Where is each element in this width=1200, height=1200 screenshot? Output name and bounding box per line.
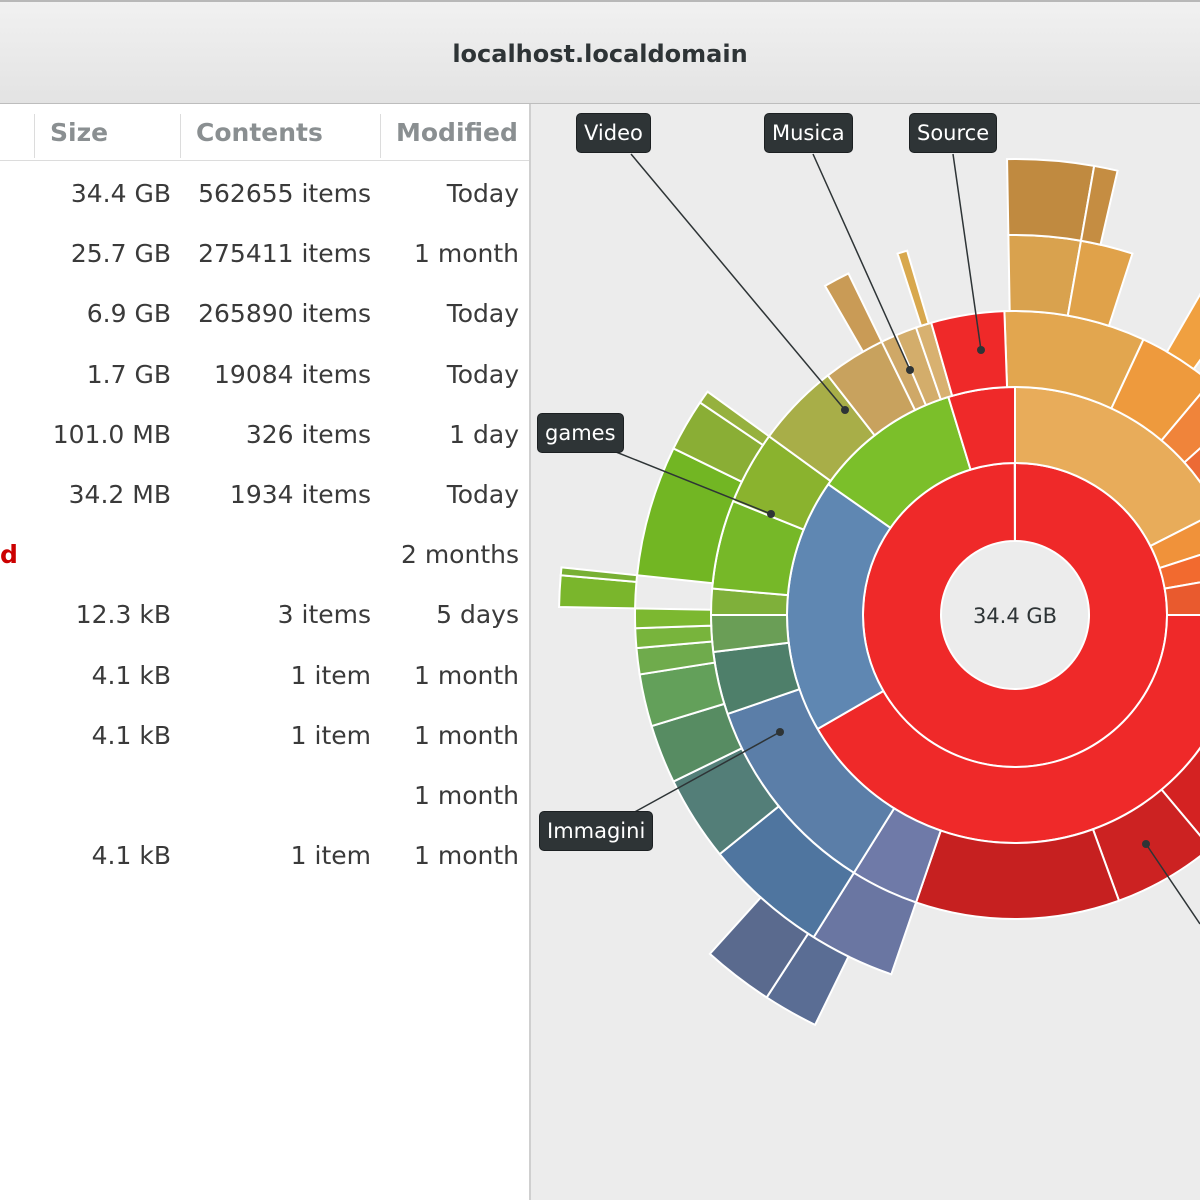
table-row[interactable]: 4.1 kB 1 item 1 month	[0, 841, 529, 901]
row-modified: 1 month	[414, 660, 519, 690]
ring-segment[interactable]	[1006, 158, 1096, 242]
tooltip-musica: Musica	[764, 113, 853, 153]
row-contents: 1934 items	[229, 480, 371, 509]
ring-chart-pane[interactable]: 34.4 GB Video Musica Source games Immagi…	[531, 104, 1200, 1200]
tooltip-anchor-dot	[977, 346, 985, 354]
row-modified: 1 day	[449, 419, 519, 449]
column-header-row: Size Contents Modified	[0, 104, 529, 161]
ring-segment[interactable]	[1183, 412, 1200, 495]
folder-tree-view[interactable]: Size Contents Modified 34.4 GB 562655 ite…	[0, 104, 529, 1200]
leader-line-immagini	[630, 731, 781, 815]
chart-center-total: 34.4 GB	[973, 604, 1057, 628]
ring-segment[interactable]	[1165, 286, 1200, 371]
row-name: d	[0, 540, 18, 570]
ring-segment[interactable]	[708, 895, 810, 999]
tooltip-anchor-dot	[906, 366, 914, 374]
ring-chart[interactable]: 34.4 GB	[531, 104, 1200, 1200]
row-modified: Today	[446, 299, 519, 329]
column-header-size[interactable]: Size	[50, 118, 109, 147]
row-modified: 1 month	[414, 239, 519, 269]
row-size: 4.1 kB	[91, 660, 171, 690]
row-modified: Today	[446, 359, 519, 389]
tooltip-anchor-dot	[1142, 840, 1150, 848]
row-size: 25.7 GB	[70, 239, 171, 269]
row-size: 4.1 kB	[91, 720, 171, 750]
tooltip-immagini: Immagini	[539, 811, 654, 851]
row-size: 34.2 MB	[68, 480, 171, 509]
tooltip-video: Video	[576, 113, 651, 153]
row-size: 12.3 kB	[75, 600, 171, 630]
leader-line-usr	[1145, 843, 1200, 925]
row-modified: Today	[446, 179, 519, 208]
row-modified: 2 months	[400, 540, 519, 570]
table-row[interactable]: 1 month	[0, 781, 529, 841]
leader-line-musica	[812, 153, 911, 371]
column-header-modified[interactable]: Modified	[396, 118, 518, 147]
column-header-contents[interactable]: Contents	[196, 118, 323, 147]
row-modified: 1 month	[414, 720, 519, 750]
row-contents: 1 item	[290, 660, 371, 690]
row-size: 6.9 GB	[86, 299, 171, 329]
tooltip-anchor-dot	[776, 728, 784, 736]
table-row[interactable]: 6.9 GB 265890 items Today	[0, 299, 529, 359]
row-modified: 1 month	[414, 781, 519, 810]
tooltip-games: games	[537, 413, 624, 453]
ring-segment[interactable]	[634, 607, 713, 630]
row-contents: 3 items	[277, 600, 371, 630]
table-row[interactable]: 4.1 kB 1 item 1 month	[0, 661, 529, 721]
ring-segment[interactable]	[914, 827, 1121, 920]
row-contents: 326 items	[245, 419, 371, 449]
ring-segment[interactable]	[559, 566, 639, 583]
row-modified: 1 month	[414, 841, 519, 871]
row-contents: 1 item	[290, 841, 371, 871]
title-bar: localhost.localdomain	[0, 0, 1200, 104]
row-size: 101.0 MB	[52, 419, 171, 449]
row-size: 34.4 GB	[70, 179, 171, 208]
row-size: 1.7 GB	[86, 359, 171, 389]
table-row[interactable]: 12.3 kB 3 items 5 days	[0, 600, 529, 660]
leader-line-games	[610, 449, 772, 515]
ring-segment[interactable]	[896, 249, 930, 328]
ring-segment[interactable]	[1160, 599, 1200, 848]
table-row[interactable]: 4.1 kB 1 item 1 month	[0, 721, 529, 781]
ring-segment[interactable]	[823, 272, 884, 354]
window-title: localhost.localdomain	[452, 40, 748, 68]
pane-divider[interactable]	[529, 104, 531, 1200]
row-modified: Today	[446, 480, 519, 509]
tooltip-source: Source	[909, 113, 998, 153]
table-row[interactable]: 101.0 MB 326 items 1 day	[0, 420, 529, 480]
row-contents: 19084 items	[214, 359, 371, 389]
table-row[interactable]: d 2 months	[0, 540, 529, 600]
tooltip-anchor-dot	[841, 406, 849, 414]
column-separator[interactable]	[180, 114, 181, 158]
ring-segment[interactable]	[698, 390, 771, 447]
leader-line-video	[630, 153, 846, 411]
column-separator[interactable]	[380, 114, 381, 158]
row-contents: 265890 items	[198, 299, 371, 329]
row-modified: 5 days	[436, 600, 519, 630]
row-contents: 1 item	[290, 720, 371, 750]
ring-segment[interactable]	[1079, 164, 1119, 246]
table-row[interactable]: 1.7 GB 19084 items Today	[0, 360, 529, 420]
tooltip-anchor-dot	[767, 510, 775, 518]
row-contents: 562655 items	[198, 179, 371, 208]
table-row[interactable]: 25.7 GB 275411 items 1 month	[0, 239, 529, 299]
leader-line-source	[952, 153, 982, 351]
table-row[interactable]: 34.2 MB 1934 items Today	[0, 480, 529, 540]
column-separator[interactable]	[34, 114, 35, 158]
row-size: 4.1 kB	[91, 841, 171, 871]
ring-segment[interactable]	[929, 310, 1009, 398]
row-contents: 275411 items	[198, 239, 371, 269]
table-row[interactable]: 34.4 GB 562655 items Today	[0, 179, 529, 239]
